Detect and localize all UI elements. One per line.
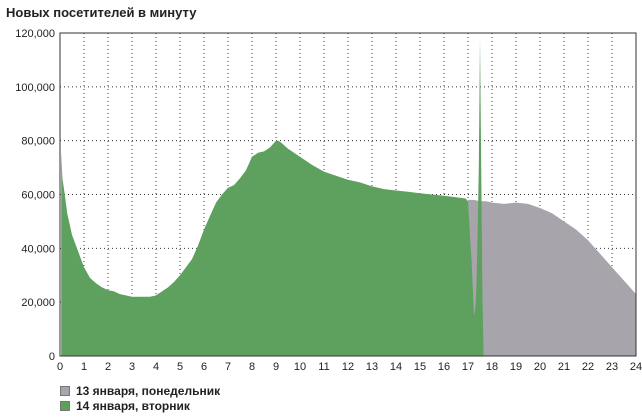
y-tick-label: 100,000 bbox=[15, 82, 55, 94]
legend-item-monday: 13 января, понедельник bbox=[60, 384, 220, 398]
x-tick-label: 21 bbox=[558, 361, 570, 373]
y-tick-label: 40,000 bbox=[21, 243, 55, 255]
chart-title: Новых посетителей в минуту bbox=[6, 5, 197, 20]
legend-label-tuesday: 14 января, вторник bbox=[76, 399, 190, 413]
x-tick-label: 23 bbox=[606, 361, 618, 373]
x-tick-label: 4 bbox=[153, 361, 159, 373]
x-tick-label: 19 bbox=[510, 361, 522, 373]
x-tick-label: 16 bbox=[438, 361, 450, 373]
x-tick-label: 10 bbox=[294, 361, 306, 373]
x-tick-label: 24 bbox=[630, 361, 642, 373]
series-tuesday bbox=[61, 38, 484, 357]
x-tick-label: 8 bbox=[249, 361, 255, 373]
y-tick-label: 120,000 bbox=[15, 28, 55, 40]
x-tick-label: 6 bbox=[201, 361, 207, 373]
x-tick-label: 20 bbox=[534, 361, 546, 373]
x-tick-label: 5 bbox=[177, 361, 183, 373]
legend-swatch-tuesday bbox=[60, 401, 70, 411]
axes: 0 1 2 3 4 5 6 7 8 9 10 11 12 13 14 15 16 17 18 19 20 21 22 23 24… bbox=[15, 28, 642, 373]
x-tick-label: 12 bbox=[342, 361, 354, 373]
x-tick-label: 1 bbox=[81, 361, 87, 373]
x-tick-label: 9 bbox=[273, 361, 279, 373]
x-tick-label: 2 bbox=[105, 361, 111, 373]
x-tick-label: 0 bbox=[57, 361, 63, 373]
y-tick-label: 20,000 bbox=[21, 297, 55, 309]
x-tick-label: 22 bbox=[582, 361, 594, 373]
series-layer bbox=[61, 38, 636, 357]
x-tick-label: 7 bbox=[225, 361, 231, 373]
legend-item-tuesday: 14 января, вторник bbox=[60, 399, 190, 413]
y-tick-label: 0 bbox=[49, 351, 55, 363]
y-tick-label: 60,000 bbox=[21, 190, 55, 202]
x-tick-label: 18 bbox=[486, 361, 498, 373]
x-tick-label: 17 bbox=[462, 361, 474, 373]
x-tick-label: 13 bbox=[366, 361, 378, 373]
x-tick-label: 14 bbox=[390, 361, 402, 373]
x-tick-label: 11 bbox=[318, 361, 329, 373]
plot-frame bbox=[59, 32, 637, 357]
x-tick-label: 3 bbox=[129, 361, 135, 373]
x-tick-label: 15 bbox=[414, 361, 426, 373]
series-monday bbox=[468, 199, 636, 356]
legend-label-monday: 13 января, понедельник bbox=[76, 384, 221, 398]
y-tick-label: 80,000 bbox=[21, 136, 55, 148]
legend-swatch-monday bbox=[60, 386, 70, 396]
